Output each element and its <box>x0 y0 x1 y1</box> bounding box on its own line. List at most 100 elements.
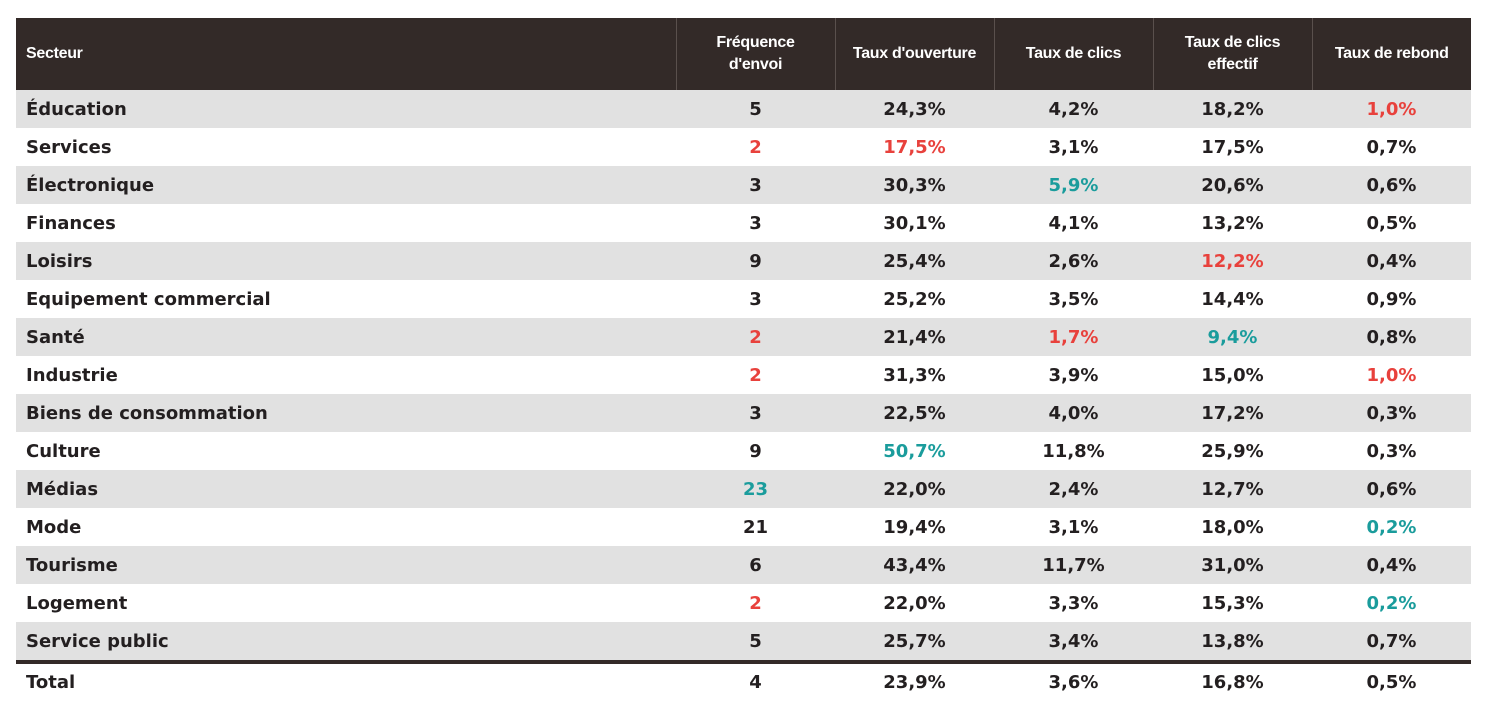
table-row: Santé 2 21,4% 1,7% 9,4% 0,8% <box>16 318 1471 356</box>
stats-table: Secteur Fréquence d'envoi Taux d'ouvertur… <box>16 18 1471 700</box>
total-frequence: 4 <box>676 660 835 700</box>
total-taux-ouverture: 23,9% <box>835 660 994 700</box>
table-row: Médias 23 22,0% 2,4% 12,7% 0,6% <box>16 470 1471 508</box>
cell-taux-clics-effectif: 14,4% <box>1153 280 1312 318</box>
table-row: Finances 3 30,1% 4,1% 13,2% 0,5% <box>16 204 1471 242</box>
cell-taux-ouverture: 22,0% <box>835 470 994 508</box>
cell-taux-clics: 3,4% <box>994 622 1153 662</box>
total-secteur: Total <box>16 660 676 700</box>
table-row: Equipement commercial 3 25,2% 3,5% 14,4% 0,9% <box>16 280 1471 318</box>
cell-secteur: Mode <box>16 508 676 546</box>
cell-taux-ouverture: 50,7% <box>835 432 994 470</box>
cell-taux-ouverture: 31,3% <box>835 356 994 394</box>
cell-secteur: Services <box>16 128 676 166</box>
table-body: Éducation 5 24,3% 4,2% 18,2% 1,0% Services 2 17,… <box>16 90 1471 700</box>
cell-taux-clics-effectif: 17,5% <box>1153 128 1312 166</box>
cell-taux-rebond: 0,7% <box>1312 128 1471 166</box>
cell-taux-ouverture: 24,3% <box>835 90 994 128</box>
cell-secteur: Industrie <box>16 356 676 394</box>
cell-secteur: Logement <box>16 584 676 622</box>
header-row: Secteur Fréquence d'envoi Taux d'ouvertur… <box>16 18 1471 90</box>
table-row: Tourisme 6 43,4% 11,7% 31,0% 0,4% <box>16 546 1471 584</box>
cell-taux-clics: 2,6% <box>994 242 1153 280</box>
cell-taux-clics: 3,5% <box>994 280 1153 318</box>
cell-secteur: Tourisme <box>16 546 676 584</box>
cell-secteur: Biens de consommation <box>16 394 676 432</box>
cell-taux-rebond: 0,4% <box>1312 546 1471 584</box>
cell-taux-ouverture: 25,7% <box>835 622 994 662</box>
cell-frequence: 3 <box>676 166 835 204</box>
cell-taux-ouverture: 43,4% <box>835 546 994 584</box>
cell-taux-ouverture: 19,4% <box>835 508 994 546</box>
total-taux-clics: 3,6% <box>994 660 1153 700</box>
cell-taux-rebond: 0,2% <box>1312 584 1471 622</box>
cell-taux-ouverture: 30,3% <box>835 166 994 204</box>
cell-taux-rebond: 0,3% <box>1312 394 1471 432</box>
cell-taux-rebond: 0,2% <box>1312 508 1471 546</box>
table-header: Secteur Fréquence d'envoi Taux d'ouvertur… <box>16 18 1471 90</box>
table-row: Électronique 3 30,3% 5,9% 20,6% 0,6% <box>16 166 1471 204</box>
total-row: Total 4 23,9% 3,6% 16,8% 0,5% <box>16 660 1471 700</box>
cell-taux-clics-effectif: 15,0% <box>1153 356 1312 394</box>
cell-taux-rebond: 0,4% <box>1312 242 1471 280</box>
cell-taux-ouverture: 30,1% <box>835 204 994 242</box>
cell-taux-clics: 4,2% <box>994 90 1153 128</box>
table-row: Logement 2 22,0% 3,3% 15,3% 0,2% <box>16 584 1471 622</box>
cell-frequence: 3 <box>676 394 835 432</box>
cell-taux-rebond: 0,8% <box>1312 318 1471 356</box>
cell-secteur: Santé <box>16 318 676 356</box>
table-row: Éducation 5 24,3% 4,2% 18,2% 1,0% <box>16 90 1471 128</box>
cell-frequence: 2 <box>676 128 835 166</box>
cell-taux-clics-effectif: 31,0% <box>1153 546 1312 584</box>
cell-taux-clics-effectif: 15,3% <box>1153 584 1312 622</box>
cell-frequence: 3 <box>676 204 835 242</box>
table-row: Loisirs 9 25,4% 2,6% 12,2% 0,4% <box>16 242 1471 280</box>
cell-frequence: 6 <box>676 546 835 584</box>
cell-taux-clics-effectif: 12,7% <box>1153 470 1312 508</box>
cell-taux-clics: 3,1% <box>994 508 1153 546</box>
table-row: Industrie 2 31,3% 3,9% 15,0% 1,0% <box>16 356 1471 394</box>
cell-taux-ouverture: 21,4% <box>835 318 994 356</box>
cell-taux-rebond: 0,6% <box>1312 470 1471 508</box>
cell-taux-clics: 3,3% <box>994 584 1153 622</box>
cell-secteur: Finances <box>16 204 676 242</box>
cell-frequence: 2 <box>676 318 835 356</box>
header-taux-ouverture: Taux d'ouverture <box>834 18 994 90</box>
cell-secteur: Culture <box>16 432 676 470</box>
cell-secteur: Service public <box>16 622 676 662</box>
cell-taux-clics-effectif: 9,4% <box>1153 318 1312 356</box>
cell-taux-clics: 5,9% <box>994 166 1153 204</box>
table-row: Service public 5 25,7% 3,4% 13,8% 0,7% <box>16 622 1471 662</box>
cell-frequence: 2 <box>676 584 835 622</box>
cell-taux-clics-effectif: 13,8% <box>1153 622 1312 662</box>
table-row: Mode 21 19,4% 3,1% 18,0% 0,2% <box>16 508 1471 546</box>
cell-taux-clics-effectif: 13,2% <box>1153 204 1312 242</box>
cell-frequence: 2 <box>676 356 835 394</box>
cell-taux-clics: 3,1% <box>994 128 1153 166</box>
cell-taux-clics-effectif: 25,9% <box>1153 432 1312 470</box>
table-row: Culture 9 50,7% 11,8% 25,9% 0,3% <box>16 432 1471 470</box>
cell-secteur: Equipement commercial <box>16 280 676 318</box>
cell-frequence: 5 <box>676 90 835 128</box>
cell-taux-clics: 2,4% <box>994 470 1153 508</box>
header-secteur: Secteur <box>16 18 676 90</box>
table-row: Services 2 17,5% 3,1% 17,5% 0,7% <box>16 128 1471 166</box>
cell-taux-ouverture: 17,5% <box>835 128 994 166</box>
cell-taux-clics: 4,0% <box>994 394 1153 432</box>
header-taux-clics: Taux de clics <box>993 18 1153 90</box>
cell-taux-rebond: 0,9% <box>1312 280 1471 318</box>
cell-taux-ouverture: 22,0% <box>835 584 994 622</box>
table-row: Biens de consommation 3 22,5% 4,0% 17,2% 0,3% <box>16 394 1471 432</box>
cell-secteur: Éducation <box>16 90 676 128</box>
header-taux-rebond: Taux de rebond <box>1311 18 1471 90</box>
cell-secteur: Loisirs <box>16 242 676 280</box>
cell-taux-clics: 11,8% <box>994 432 1153 470</box>
header-taux-clics-effectif: Taux de clics effectif <box>1152 18 1312 90</box>
cell-frequence: 23 <box>676 470 835 508</box>
cell-taux-ouverture: 25,2% <box>835 280 994 318</box>
cell-taux-clics-effectif: 12,2% <box>1153 242 1312 280</box>
cell-secteur: Électronique <box>16 166 676 204</box>
cell-taux-clics: 3,9% <box>994 356 1153 394</box>
cell-taux-rebond: 0,5% <box>1312 204 1471 242</box>
cell-taux-clics-effectif: 18,0% <box>1153 508 1312 546</box>
